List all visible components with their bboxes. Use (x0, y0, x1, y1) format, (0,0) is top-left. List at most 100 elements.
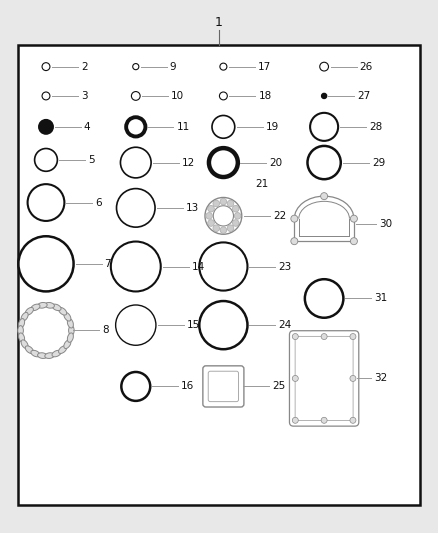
Ellipse shape (18, 319, 25, 328)
Text: 22: 22 (273, 211, 286, 221)
Ellipse shape (69, 326, 74, 335)
Text: 8: 8 (102, 326, 109, 335)
Circle shape (307, 146, 341, 179)
Text: 5: 5 (88, 155, 95, 165)
Text: 20: 20 (269, 158, 282, 167)
Text: 23: 23 (279, 262, 292, 271)
Circle shape (131, 92, 140, 100)
Circle shape (18, 236, 74, 292)
Circle shape (310, 113, 338, 141)
Text: 9: 9 (170, 62, 177, 71)
Circle shape (227, 200, 234, 207)
Text: 3: 3 (81, 91, 88, 101)
Circle shape (126, 117, 145, 136)
Circle shape (199, 243, 247, 290)
Circle shape (208, 220, 214, 227)
Ellipse shape (25, 308, 33, 315)
Ellipse shape (45, 353, 54, 359)
Circle shape (111, 241, 161, 292)
Text: 14: 14 (192, 262, 205, 271)
Ellipse shape (31, 350, 40, 357)
Text: 18: 18 (258, 91, 272, 101)
Ellipse shape (21, 340, 28, 349)
Circle shape (350, 334, 356, 340)
Text: 13: 13 (186, 203, 199, 213)
Text: 27: 27 (357, 91, 371, 101)
Ellipse shape (18, 326, 23, 335)
Ellipse shape (59, 346, 67, 353)
Circle shape (39, 120, 53, 133)
Ellipse shape (18, 333, 25, 342)
Ellipse shape (59, 308, 67, 315)
Text: 7: 7 (105, 259, 111, 269)
Text: 30: 30 (379, 219, 392, 229)
Ellipse shape (64, 312, 71, 321)
Text: 25: 25 (272, 382, 285, 391)
Ellipse shape (64, 340, 71, 349)
Text: 32: 32 (374, 374, 387, 383)
Circle shape (233, 220, 239, 227)
Circle shape (42, 63, 50, 70)
FancyBboxPatch shape (203, 366, 244, 407)
Circle shape (220, 227, 227, 233)
Ellipse shape (67, 319, 74, 328)
Ellipse shape (38, 302, 47, 308)
Circle shape (322, 94, 326, 98)
Ellipse shape (67, 333, 74, 342)
Text: 31: 31 (374, 294, 388, 303)
Circle shape (291, 238, 298, 245)
Circle shape (42, 92, 50, 100)
Text: 26: 26 (360, 62, 373, 71)
Ellipse shape (52, 304, 61, 311)
Ellipse shape (31, 304, 40, 311)
FancyBboxPatch shape (290, 330, 359, 426)
Text: 1: 1 (215, 17, 223, 29)
Circle shape (320, 62, 328, 71)
Text: 29: 29 (372, 158, 385, 167)
Ellipse shape (21, 312, 28, 321)
Text: 6: 6 (95, 198, 102, 207)
Circle shape (133, 63, 139, 70)
Circle shape (212, 116, 235, 138)
Circle shape (116, 305, 156, 345)
Ellipse shape (45, 302, 54, 308)
Circle shape (321, 192, 328, 200)
Ellipse shape (25, 346, 33, 353)
Text: 2: 2 (81, 62, 88, 71)
Text: 15: 15 (187, 320, 200, 330)
Text: 4: 4 (84, 122, 90, 132)
Circle shape (208, 205, 214, 212)
Circle shape (117, 189, 155, 227)
Circle shape (292, 375, 298, 382)
Circle shape (213, 225, 219, 231)
Text: 10: 10 (171, 91, 184, 101)
Text: 16: 16 (181, 382, 194, 391)
Circle shape (350, 417, 356, 423)
Circle shape (209, 148, 238, 177)
Circle shape (350, 375, 356, 382)
Circle shape (213, 200, 219, 207)
Circle shape (35, 149, 57, 171)
Circle shape (292, 417, 298, 423)
Circle shape (350, 238, 357, 245)
Circle shape (227, 225, 234, 231)
Circle shape (305, 279, 343, 318)
Circle shape (233, 205, 239, 212)
Circle shape (121, 372, 150, 401)
Ellipse shape (38, 353, 47, 359)
Text: 21: 21 (255, 179, 268, 189)
Bar (18, 45, 420, 505)
Circle shape (28, 184, 64, 221)
Circle shape (219, 92, 227, 100)
Circle shape (234, 213, 241, 219)
Text: 19: 19 (266, 122, 279, 132)
Ellipse shape (52, 350, 61, 357)
Circle shape (321, 334, 327, 340)
Text: 24: 24 (279, 320, 292, 330)
Circle shape (350, 215, 357, 222)
Circle shape (199, 301, 247, 349)
Text: 11: 11 (177, 122, 190, 132)
Circle shape (321, 417, 327, 423)
Circle shape (292, 334, 298, 340)
Text: 28: 28 (369, 122, 382, 132)
